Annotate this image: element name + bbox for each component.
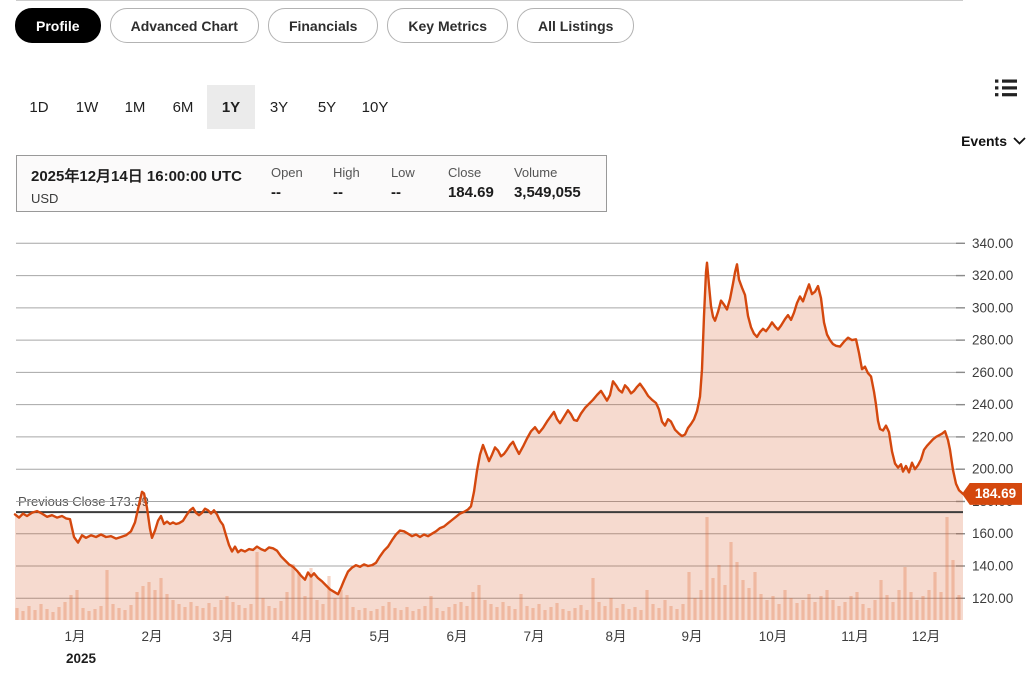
y-axis-label: 260.00 (972, 365, 1013, 380)
quote-datetime-block: 2025年12月14日 16:00:00 UTC USD (17, 156, 242, 211)
quote-field-value: -- (270, 184, 281, 201)
range-button-10y[interactable]: 10Y (361, 98, 389, 116)
x-axis-label: 3月 (212, 629, 233, 644)
quote-field-low: Low -- (391, 165, 448, 211)
tab-profile[interactable]: Profile (15, 8, 101, 43)
quote-field-label: Volume (513, 165, 558, 180)
x-axis-label: 12月 (912, 629, 941, 644)
y-axis-label: 120.00 (972, 591, 1013, 606)
quote-field-open: Open -- (271, 165, 333, 211)
range-button-6m[interactable]: 6M (172, 98, 194, 116)
range-button-1y[interactable]: 1Y (207, 85, 255, 129)
x-axis-year-label: 2025 (66, 651, 97, 666)
page-tabs: Profile Advanced Chart Financials Key Metri… (15, 8, 635, 43)
x-axis-label: 11月 (841, 629, 869, 644)
y-axis-label: 320.00 (972, 268, 1013, 283)
price-line (13, 261, 965, 596)
list-view-icon[interactable] (995, 79, 1017, 97)
y-axis-label: 220.00 (972, 429, 1013, 444)
quote-field-value: -- (332, 184, 343, 201)
quote-field-high: High -- (333, 165, 391, 211)
quote-field-value: 3,549,055 (513, 184, 581, 201)
y-axis-label: 280.00 (972, 333, 1013, 348)
x-axis-label: 8月 (605, 629, 626, 644)
x-axis-label: 6月 (446, 629, 467, 644)
events-label: Events (961, 133, 1007, 149)
last-price-badge: 184.69 (962, 482, 1022, 505)
y-axis-label: 300.00 (972, 300, 1013, 315)
quote-summary-panel: 2025年12月14日 16:00:00 UTC USD Open -- High -… (16, 155, 607, 212)
x-axis-label: 1月 (64, 629, 85, 644)
quote-field-close: Close 184.69 (448, 165, 514, 211)
quote-field-label: Low (390, 165, 415, 180)
tab-all-listings[interactable]: All Listings (517, 8, 635, 43)
y-axis-label: 240.00 (972, 397, 1013, 412)
quote-field-value: -- (390, 184, 401, 201)
range-button-5y[interactable]: 5Y (317, 98, 337, 116)
x-axis-label: 10月 (759, 629, 788, 644)
x-axis-label: 9月 (681, 629, 702, 644)
quote-field-volume: Volume 3,549,055 (514, 165, 614, 211)
y-axis-label: 340.00 (972, 236, 1013, 251)
range-button-3y[interactable]: 3Y (269, 98, 289, 116)
quote-fields: Open -- High -- Low -- Close 184.69 Volume 3,549,… (242, 156, 614, 211)
y-axis-label: 140.00 (972, 559, 1013, 574)
x-axis-label: 4月 (291, 629, 312, 644)
chevron-down-icon (1013, 137, 1026, 145)
range-button-1d[interactable]: 1D (29, 98, 49, 116)
y-axis-label: 200.00 (972, 462, 1013, 477)
tab-advanced-chart[interactable]: Advanced Chart (109, 8, 259, 43)
x-axis-label: 7月 (523, 629, 544, 644)
events-toggle[interactable]: Events (961, 133, 1026, 149)
x-axis-label: 2月 (141, 629, 162, 644)
tab-key-metrics[interactable]: Key Metrics (387, 8, 508, 43)
quote-field-label: High (332, 165, 360, 180)
tab-financials[interactable]: Financials (267, 8, 379, 43)
y-axis-label: 160.00 (972, 526, 1013, 541)
quote-currency: USD (31, 191, 59, 206)
range-selector: 1D 1W 1M 6M 1Y 3Y 5Y 10Y (15, 85, 399, 129)
quote-field-label: Open (270, 165, 303, 180)
quote-field-value: 184.69 (447, 184, 494, 201)
price-area-fill (15, 262, 963, 620)
x-axis-label: 5月 (369, 629, 390, 644)
range-button-1w[interactable]: 1W (75, 98, 99, 116)
quote-field-label: Close (447, 165, 482, 180)
range-button-1m[interactable]: 1M (124, 98, 146, 116)
quote-datetime: 2025年12月14日 16:00:00 UTC (31, 168, 242, 185)
